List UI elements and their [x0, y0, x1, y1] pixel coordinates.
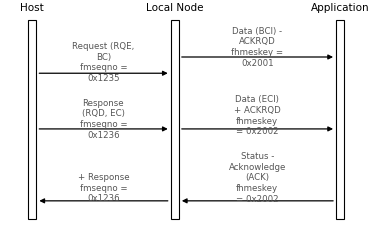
Bar — [171, 21, 179, 219]
Text: + Response
fmseqno =
0x1236: + Response fmseqno = 0x1236 — [78, 172, 129, 202]
Text: Application: Application — [311, 3, 369, 13]
Text: Data (BCI) -
ACKRQD
fhmeskey =
0x2001: Data (BCI) - ACKRQD fhmeskey = 0x2001 — [231, 27, 283, 68]
Text: Data (ECI)
+ ACKRQD
fhmeskey
= 0x2002: Data (ECI) + ACKRQD fhmeskey = 0x2002 — [234, 95, 281, 136]
Text: Host: Host — [21, 3, 44, 13]
Bar — [28, 21, 36, 219]
Text: Response
(RQD, EC)
fmseqno =
0x1236: Response (RQD, EC) fmseqno = 0x1236 — [79, 98, 127, 139]
Text: Status -
Acknowledge
(ACK)
fhmeskey
= 0x2002: Status - Acknowledge (ACK) fhmeskey = 0x… — [229, 151, 286, 203]
Bar — [336, 21, 344, 219]
Text: Request (RQE,
BC)
fmseqno =
0x1235: Request (RQE, BC) fmseqno = 0x1235 — [72, 42, 135, 83]
Text: Local Node: Local Node — [146, 3, 204, 13]
